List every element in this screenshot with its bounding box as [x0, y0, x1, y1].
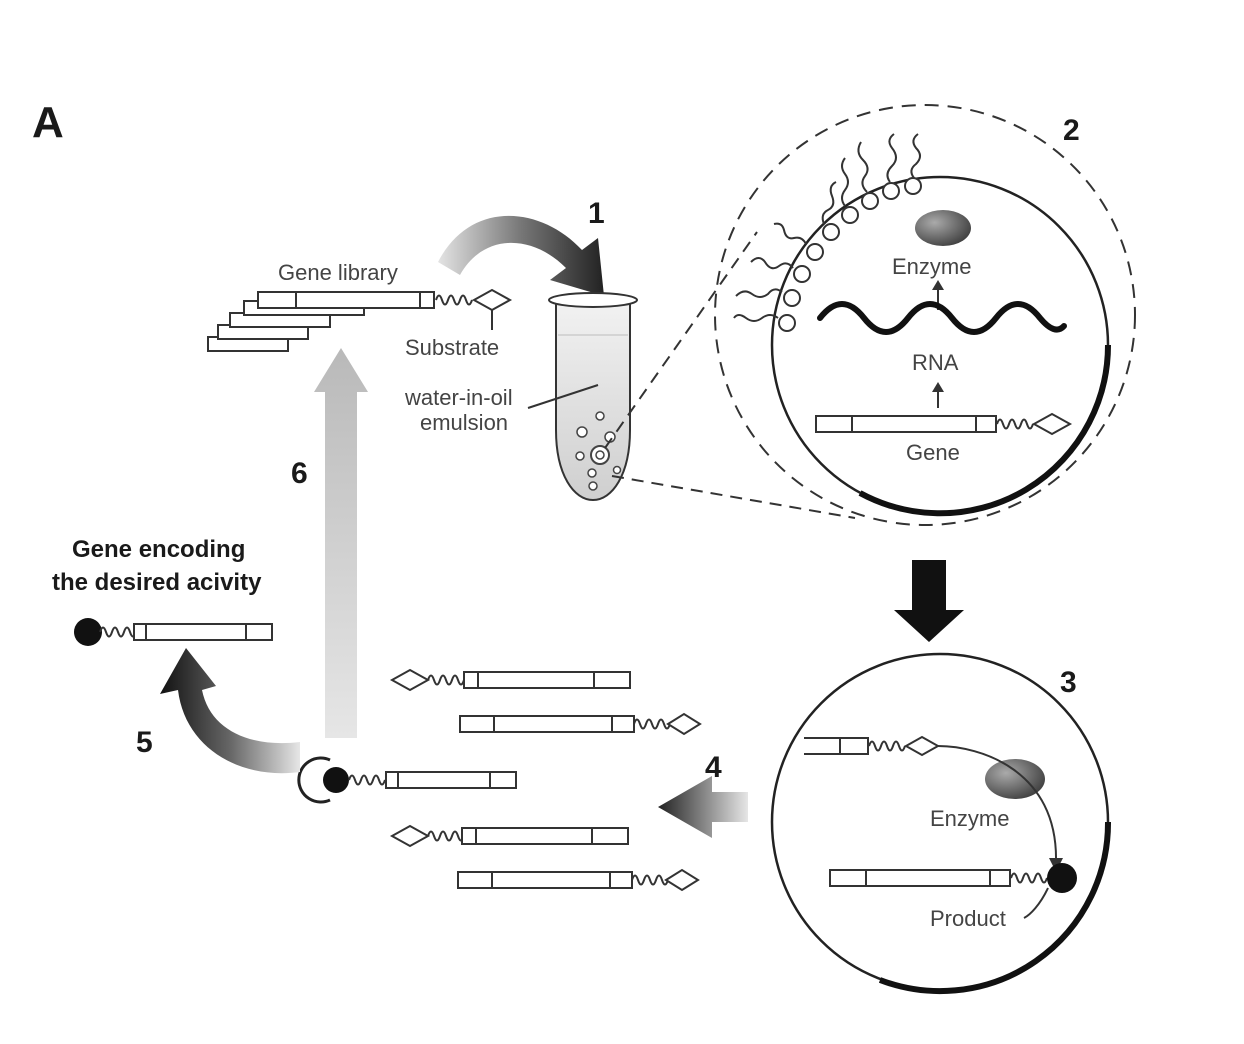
conversion-arrow [937, 745, 1058, 863]
droplet-gene [815, 412, 1073, 436]
step-5-number: 5 [136, 726, 153, 759]
step-2-number: 2 [1063, 114, 1080, 147]
zoom-line-bottom [611, 475, 856, 519]
panel-label: A [32, 98, 64, 147]
enzyme-step3-label: Enzyme [930, 806, 1009, 831]
desired-gene-title-line2: the desired acivity [52, 569, 262, 596]
rna-strand [817, 301, 1067, 335]
product-label: Product [930, 906, 1006, 931]
zoom-line-top [604, 231, 758, 449]
desired-gene [74, 618, 273, 646]
step-6-number: 6 [291, 457, 308, 490]
droplet-shadow [858, 344, 1112, 517]
gene-label: Gene [906, 440, 960, 465]
rna-label: RNA [912, 350, 959, 375]
emulsion-pointer [527, 384, 599, 409]
emulsion-label-line1: water-in-oil [404, 385, 513, 410]
reaction-droplet-shadow [878, 821, 1112, 995]
step-1-number: 1 [588, 197, 605, 230]
step-4-number: 4 [705, 751, 722, 784]
step-6-arrow [314, 348, 368, 738]
test-tube [548, 292, 638, 502]
surfactant-tails [733, 133, 921, 322]
zoom-dashed-circle [714, 104, 1136, 526]
gene-pool [297, 668, 702, 892]
desired-gene-title-line1: Gene encoding [72, 536, 245, 563]
enzyme-blob [915, 210, 971, 246]
down-arrow [894, 560, 964, 642]
product-pointer [1023, 887, 1049, 919]
step-1-arrow [438, 215, 604, 296]
step-3-number: 3 [1060, 666, 1077, 699]
step-5-arrow [160, 648, 300, 774]
enzyme-label: Enzyme [892, 254, 971, 279]
step-4-arrow [658, 776, 748, 838]
emulsion-label-line2: emulsion [420, 410, 508, 435]
surfactant-layer [778, 177, 922, 332]
gene-library-label: Gene library [278, 260, 398, 285]
substrate-label: Substrate [405, 335, 499, 360]
gene-library-stack [207, 288, 513, 352]
enzyme-blob-step3 [985, 759, 1045, 799]
product-gene-step3 [829, 863, 1077, 893]
